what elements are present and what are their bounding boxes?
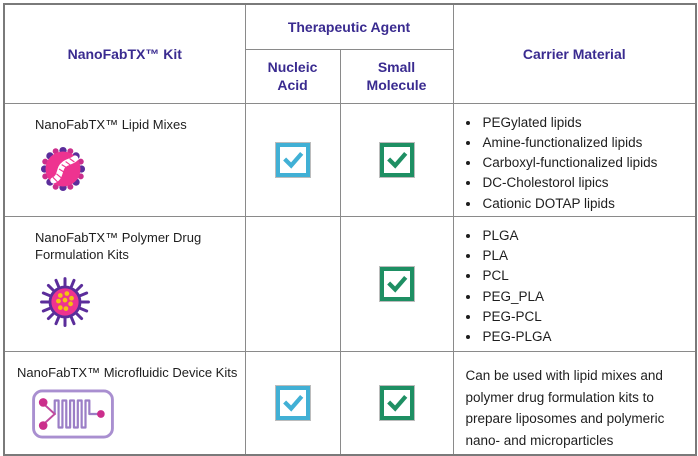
header-therapeutic-agent: Therapeutic Agent bbox=[244, 3, 454, 50]
carrier-note: Can be used with lipid mixes and polymer… bbox=[465, 367, 665, 449]
small-molecule-cell bbox=[339, 215, 454, 352]
kit-cell-lipid-mixes: NanoFabTX™ Lipid Mixes bbox=[3, 102, 246, 217]
carrier-cell: PEGylated lipidsAmine-functionalized lip… bbox=[452, 102, 697, 217]
nucleic-acid-cell bbox=[244, 215, 341, 352]
carrier-material-list: PLGAPLAPCLPEG_PLAPEG-PCLPEG-PLGA bbox=[464, 226, 692, 348]
carrier-material-item: Amine-functionalized lipids bbox=[481, 133, 692, 153]
table-row-microfluidic-kits: NanoFabTX™ Microfluidic Device Kits Can … bbox=[3, 350, 697, 456]
checked-checkbox-icon bbox=[379, 142, 414, 177]
carrier-material-item: PEGylated lipids bbox=[481, 113, 692, 133]
header-carrier-material: Carrier Material bbox=[452, 3, 697, 104]
polymer-nanoparticle-icon bbox=[40, 276, 90, 327]
table-row-lipid-mixes: NanoFabTX™ Lipid Mixes bbox=[3, 102, 697, 217]
kit-title: NanoFabTX™ Lipid Mixes bbox=[35, 116, 187, 132]
carrier-material-item: PLA bbox=[481, 246, 692, 266]
checked-checkbox-icon bbox=[275, 142, 310, 177]
carrier-material-list: PEGylated lipidsAmine-functionalized lip… bbox=[464, 113, 692, 214]
checked-checkbox-icon bbox=[379, 266, 414, 301]
table-row-polymer-drug-kits: NanoFabTX™ Polymer Drug Formulation Kits bbox=[3, 215, 697, 352]
header-kit-column: NanoFabTX™ Kit bbox=[3, 3, 246, 104]
small-molecule-cell bbox=[339, 102, 454, 217]
kit-comparison-table: NanoFabTX™ Kit Therapeutic Agent Carrier… bbox=[3, 3, 698, 456]
nucleic-acid-cell bbox=[244, 102, 341, 217]
carrier-cell: Can be used with lipid mixes and polymer… bbox=[452, 350, 697, 456]
lipid-nanoparticle-icon bbox=[40, 146, 86, 192]
carrier-material-item: Carboxyl-functionalized lipids bbox=[481, 153, 692, 173]
carrier-material-item: PEG_PLA bbox=[481, 287, 692, 307]
kit-title: NanoFabTX™ Polymer Drug Formulation Kits bbox=[35, 229, 202, 263]
nucleic-acid-cell bbox=[244, 350, 341, 456]
carrier-cell: PLGAPLAPCLPEG_PLAPEG-PCLPEG-PLGA bbox=[452, 215, 697, 352]
header-small-molecule: Small Molecule bbox=[339, 48, 454, 104]
kit-cell-polymer-drug: NanoFabTX™ Polymer Drug Formulation Kits bbox=[3, 215, 246, 352]
header-nucleic-acid: Nucleic Acid bbox=[244, 48, 341, 104]
small-molecule-cell bbox=[339, 350, 454, 456]
carrier-material-item: DC-Cholestorol lipics bbox=[481, 173, 692, 193]
carrier-material-item: PEG-PLGA bbox=[481, 327, 692, 347]
carrier-material-item: PCL bbox=[481, 266, 692, 286]
kit-cell-microfluidic: NanoFabTX™ Microfluidic Device Kits bbox=[3, 350, 246, 456]
checked-checkbox-icon bbox=[379, 385, 414, 420]
carrier-material-item: Cationic DOTAP lipids bbox=[481, 194, 692, 214]
carrier-material-item: PEG-PCL bbox=[481, 307, 692, 327]
checked-checkbox-icon bbox=[275, 385, 310, 420]
kit-title: NanoFabTX™ Microfluidic Device Kits bbox=[17, 364, 238, 380]
microfluidic-chip-icon bbox=[32, 389, 114, 439]
carrier-material-item: PLGA bbox=[481, 226, 692, 246]
